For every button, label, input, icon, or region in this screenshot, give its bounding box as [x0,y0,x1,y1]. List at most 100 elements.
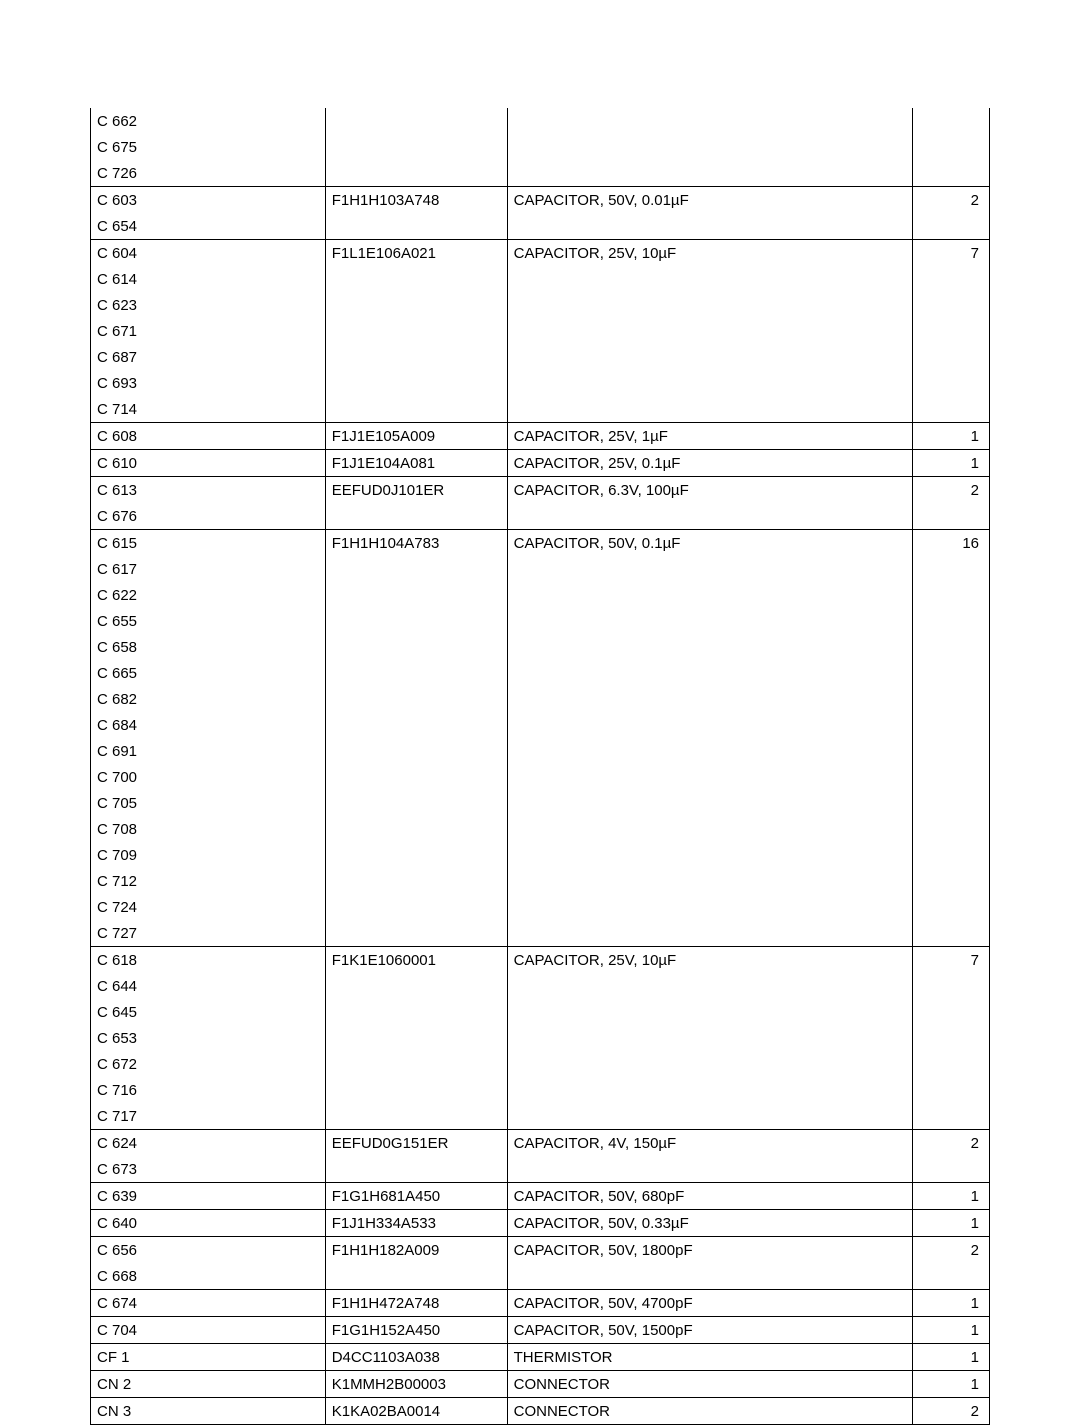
ref-cell: C 712 [91,868,326,894]
qty-cell [912,1263,989,1290]
ref-cell: C 644 [91,973,326,999]
ref-cell: C 676 [91,503,326,530]
part-cell: F1K1E1060001 [325,947,507,974]
qty-cell [912,973,989,999]
ref-cell: C 653 [91,1025,326,1051]
part-cell [325,556,507,582]
ref-cell: C 693 [91,370,326,396]
parts-table-container: C 662C 675C 726C 603F1H1H103A748CAPACITO… [90,108,990,1425]
table-row: C 709 [91,842,990,868]
qty-cell: 2 [912,187,989,214]
desc-cell [507,686,912,712]
table-row: C 714 [91,396,990,423]
part-cell [325,396,507,423]
table-row: C 615F1H1H104A783CAPACITOR, 50V, 0.1µF16 [91,530,990,557]
table-row: C 662 [91,108,990,134]
part-cell [325,790,507,816]
part-cell [325,160,507,187]
table-row: C 622 [91,582,990,608]
part-cell: F1G1H152A450 [325,1317,507,1344]
table-row: CN 2K1MMH2B00003CONNECTOR1 [91,1371,990,1398]
ref-cell: C 668 [91,1263,326,1290]
desc-cell [507,1103,912,1130]
ref-cell: C 705 [91,790,326,816]
part-cell: F1J1E105A009 [325,423,507,450]
desc-cell [507,634,912,660]
part-cell [325,686,507,712]
qty-cell [912,790,989,816]
qty-cell [912,134,989,160]
qty-cell [912,318,989,344]
part-cell [325,920,507,947]
table-row: C 618F1K1E1060001CAPACITOR, 25V, 10µF7 [91,947,990,974]
part-cell: F1H1H103A748 [325,187,507,214]
part-cell [325,1103,507,1130]
table-row: C 671 [91,318,990,344]
table-row: C 645 [91,999,990,1025]
part-cell [325,816,507,842]
table-row: C 624EEFUD0G151ERCAPACITOR, 4V, 150µF2 [91,1130,990,1157]
desc-cell [507,108,912,134]
qty-cell [912,920,989,947]
desc-cell [507,764,912,790]
part-cell [325,370,507,396]
ref-cell: C 716 [91,1077,326,1103]
desc-cell: CAPACITOR, 4V, 150µF [507,1130,912,1157]
table-row: C 700 [91,764,990,790]
desc-cell: CAPACITOR, 50V, 0.1µF [507,530,912,557]
desc-cell [507,582,912,608]
ref-cell: C 687 [91,344,326,370]
ref-cell: C 645 [91,999,326,1025]
part-cell: F1H1H472A748 [325,1290,507,1317]
ref-cell: C 717 [91,1103,326,1130]
table-row: C 668 [91,1263,990,1290]
part-cell: F1H1H104A783 [325,530,507,557]
table-row: C 610F1J1E104A081CAPACITOR, 25V, 0.1µF1 [91,450,990,477]
table-row: C 658 [91,634,990,660]
part-cell [325,608,507,634]
desc-cell [507,1156,912,1183]
qty-cell: 7 [912,947,989,974]
qty-cell [912,396,989,423]
table-row: C 665 [91,660,990,686]
table-row: C 644 [91,973,990,999]
table-row: C 603F1H1H103A748CAPACITOR, 50V, 0.01µF2 [91,187,990,214]
part-cell [325,213,507,240]
ref-cell: CN 3 [91,1398,326,1425]
qty-cell: 7 [912,240,989,267]
table-row: C 608F1J1E105A009CAPACITOR, 25V, 1µF1 [91,423,990,450]
ref-cell: C 613 [91,477,326,504]
desc-cell: CONNECTOR [507,1371,912,1398]
ref-cell: CN 2 [91,1371,326,1398]
qty-cell [912,1077,989,1103]
qty-cell [912,738,989,764]
desc-cell [507,1263,912,1290]
table-row: C 604F1L1E106A021CAPACITOR, 25V, 10µF7 [91,240,990,267]
ref-cell: C 708 [91,816,326,842]
part-cell: D4CC1103A038 [325,1344,507,1371]
qty-cell: 2 [912,1130,989,1157]
ref-cell: C 709 [91,842,326,868]
qty-cell [912,503,989,530]
table-row: C 727 [91,920,990,947]
desc-cell [507,660,912,686]
qty-cell: 1 [912,423,989,450]
table-row: C 656F1H1H182A009CAPACITOR, 50V, 1800pF2 [91,1237,990,1264]
ref-cell: C 639 [91,1183,326,1210]
qty-cell: 2 [912,477,989,504]
part-cell [325,134,507,160]
desc-cell [507,999,912,1025]
part-cell: K1MMH2B00003 [325,1371,507,1398]
desc-cell: CAPACITOR, 50V, 680pF [507,1183,912,1210]
part-cell [325,973,507,999]
qty-cell [912,556,989,582]
ref-cell: C 614 [91,266,326,292]
ref-cell: C 671 [91,318,326,344]
part-cell: F1J1H334A533 [325,1210,507,1237]
ref-cell: C 714 [91,396,326,423]
ref-cell: C 724 [91,894,326,920]
part-cell [325,344,507,370]
qty-cell: 1 [912,1344,989,1371]
part-cell [325,318,507,344]
table-row: C 704F1G1H152A450CAPACITOR, 50V, 1500pF1 [91,1317,990,1344]
